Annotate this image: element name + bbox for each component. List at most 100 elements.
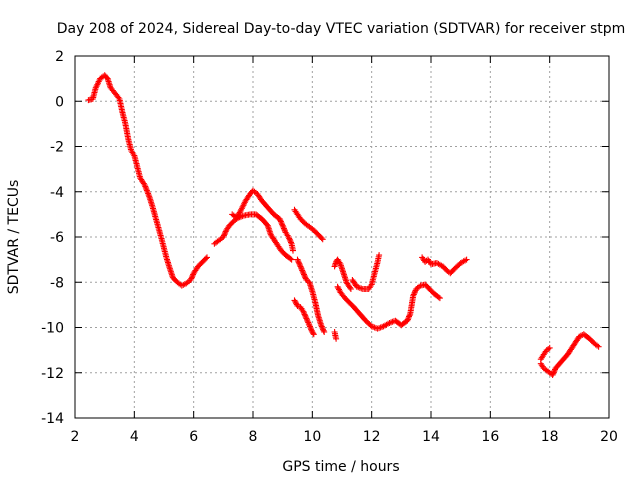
x-tick-label: 14 [422,429,440,445]
y-tick-label: -8 [50,275,64,291]
data-point [142,184,149,191]
data-point [280,224,287,230]
data-point [463,256,470,263]
data-point [287,238,294,245]
data-point [276,215,283,222]
data-points [85,72,602,378]
data-point [347,284,353,291]
y-axis-label: SDTVAR / TECUs [6,180,22,295]
x-tick-label: 2 [71,429,80,445]
x-tick-label: 10 [303,429,321,445]
data-point [299,267,306,274]
data-point [299,268,306,275]
data-point [406,313,412,320]
chart-title: Day 208 of 2024, Sidereal Day-to-day VTE… [57,21,626,37]
data-point [376,252,383,259]
data-point [410,292,417,299]
x-tick-label: 4 [130,429,139,445]
data-point [302,274,309,281]
data-point [304,316,310,323]
data-point [115,94,122,101]
data-point [295,259,302,266]
y-tick-label: 2 [55,49,64,65]
data-point [436,295,443,302]
data-point [435,294,442,301]
y-tick-label: -12 [41,366,64,382]
data-point [202,255,209,262]
data-point [279,221,286,228]
data-point [319,236,326,243]
data-point [320,327,327,334]
data-point [288,239,294,246]
data-point [334,283,341,290]
x-axis-label: GPS time / hours [282,459,399,475]
data-point [277,217,284,224]
data-point [303,315,310,322]
data-point [305,320,312,327]
data-point [141,182,148,188]
data-point [236,209,243,216]
data-point [188,274,195,281]
data-point [318,235,325,242]
y-tick-label: -4 [50,185,64,201]
x-tick-label: 12 [363,429,381,445]
data-point [281,226,288,233]
data-point [285,234,292,240]
data-point [290,247,296,254]
data-point [220,234,227,240]
data-point [551,367,558,374]
data-point [298,264,305,271]
data-point [319,325,326,331]
data-point [546,344,553,351]
data-point [304,318,311,325]
y-tick-label: 0 [55,94,64,110]
data-point [302,312,309,319]
x-tick-label: 20 [600,429,618,445]
data-point [388,319,394,326]
data-point [293,300,299,307]
data-point [411,290,418,297]
data-point [321,329,328,335]
data-point [307,323,313,330]
data-point [286,235,293,242]
data-point [308,326,315,333]
data-point [404,316,411,323]
data-point [294,256,301,263]
data-point [301,271,307,278]
data-point [301,310,307,316]
data-point [296,260,303,267]
y-tick-label: -2 [50,140,64,156]
data-point [222,229,229,236]
data-point [347,286,354,292]
y-tick-label: -6 [50,230,64,246]
data-point [279,222,286,229]
data-point [318,323,325,330]
x-tick-label: 8 [249,429,258,445]
data-point [204,254,210,261]
data-point [145,191,152,198]
data-point [320,326,326,333]
data-point [305,319,312,326]
data-point [221,231,228,238]
data-point [406,312,413,319]
data-point [220,232,227,239]
data-point [550,370,557,377]
data-point [333,335,340,342]
data-point [412,288,418,295]
data-point [301,311,308,318]
data-point [404,317,411,324]
x-tick-label: 18 [541,429,559,445]
data-point [310,331,317,338]
x-tick-label: 6 [189,429,198,445]
data-point [301,272,308,279]
data-point [187,277,194,283]
data-point [310,330,317,337]
data-point [189,272,196,279]
plot-border [74,55,610,419]
x-tick-label: 16 [481,429,499,445]
data-point [288,256,295,263]
grid-lines [74,55,610,419]
y-tick-labels: 2 0 -2 -4 -6 -8 -10 -12 -14 [41,49,64,427]
data-point [306,322,313,329]
